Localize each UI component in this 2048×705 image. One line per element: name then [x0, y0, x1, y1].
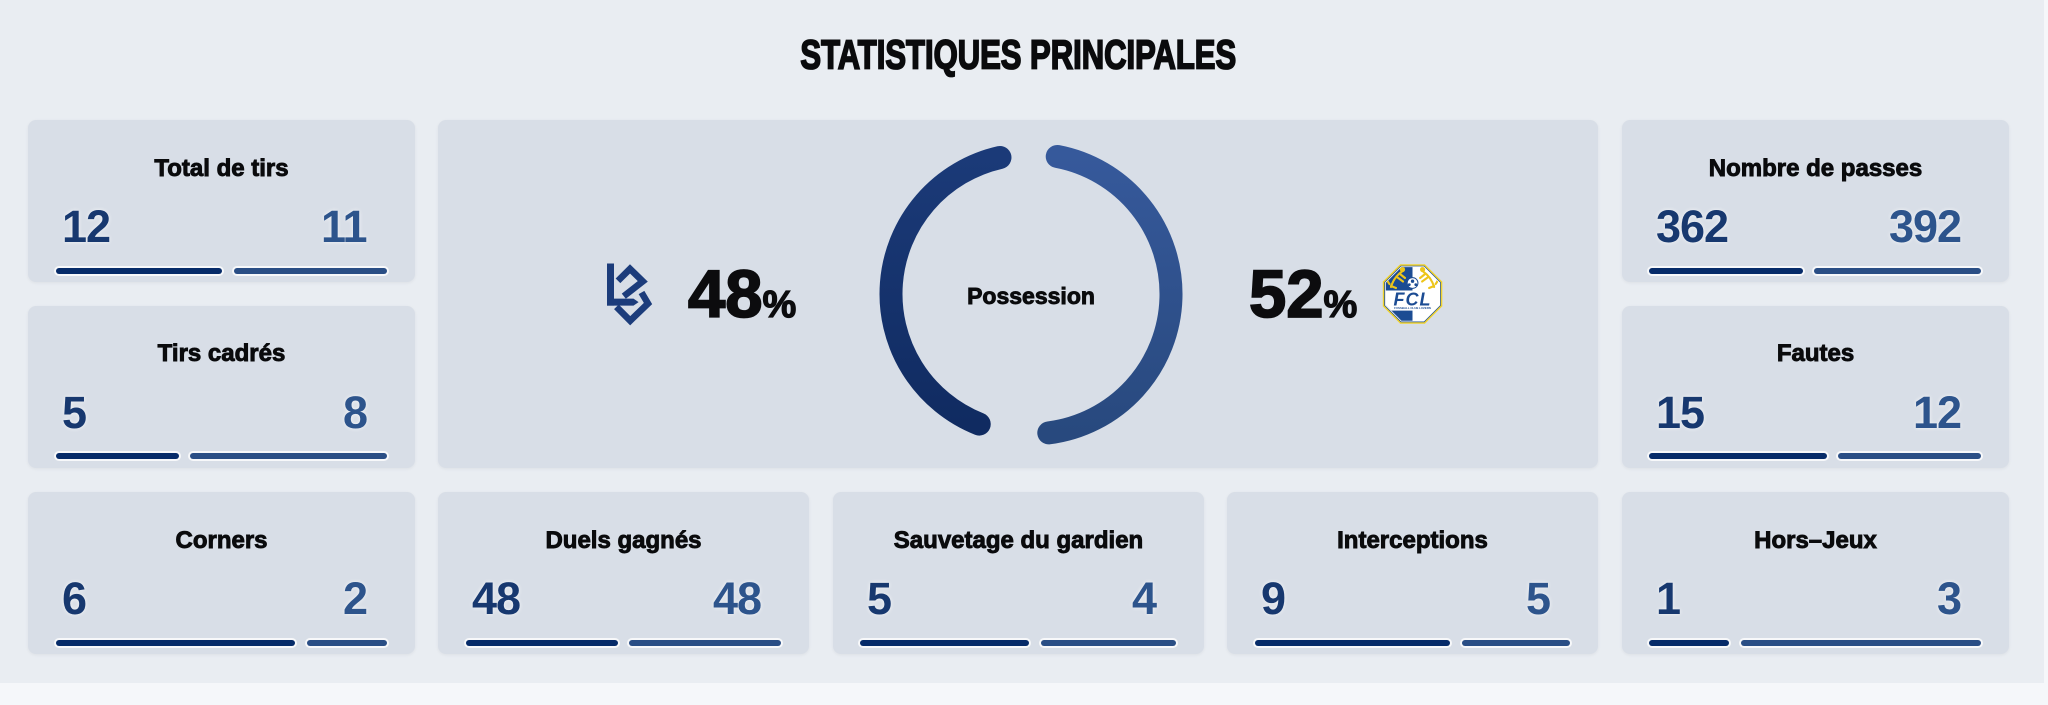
svg-text:FCL: FCL	[1394, 289, 1432, 309]
svg-text:FUSSBALL CLUB LUZERN: FUSSBALL CLUB LUZERN	[1394, 306, 1431, 310]
